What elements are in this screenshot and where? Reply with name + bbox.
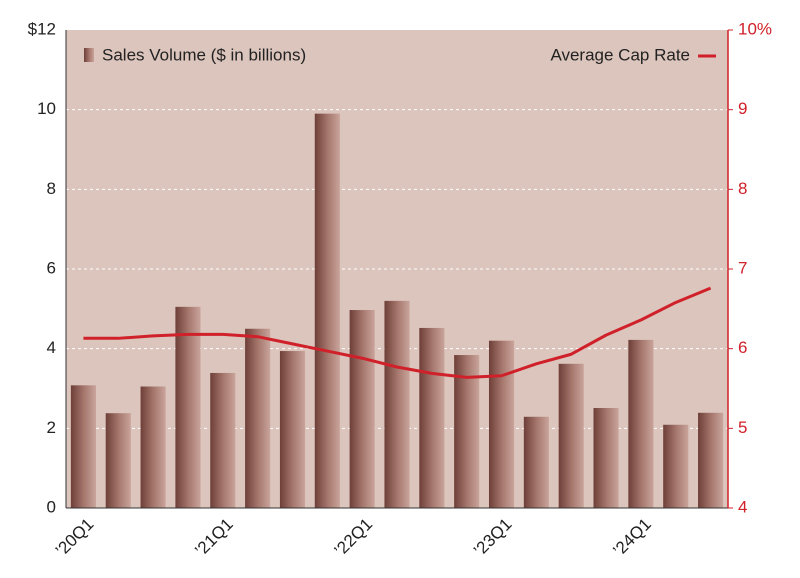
bar — [558, 363, 584, 508]
bar — [663, 424, 689, 508]
bar — [698, 412, 724, 508]
x-tick-label: ’23Q1 — [470, 515, 516, 561]
x-tick-label: ’24Q1 — [609, 515, 655, 561]
bar — [279, 351, 306, 508]
y-tick-label: 2 — [47, 418, 56, 437]
bar — [523, 416, 549, 508]
y2-tick-label: 10% — [738, 19, 772, 38]
x-tick-label: ’20Q1 — [52, 515, 98, 561]
bar — [210, 372, 236, 508]
y-tick-label: 4 — [47, 338, 56, 357]
bar — [488, 340, 515, 508]
y2-tick-label: 8 — [738, 179, 747, 198]
bar — [314, 113, 340, 509]
legend-label: Average Cap Rate — [550, 45, 690, 64]
bar — [628, 339, 654, 508]
x-tick-label: ’21Q1 — [191, 515, 237, 561]
y-tick-label: 0 — [47, 497, 56, 516]
bar — [140, 386, 166, 508]
y-tick-label: 10 — [37, 99, 56, 118]
line — [83, 286, 712, 379]
y-tick-label: $12 — [28, 19, 56, 38]
y2-tick-label: 6 — [738, 338, 747, 357]
bar — [175, 306, 201, 508]
y-tick-label: 8 — [47, 179, 56, 198]
y-tick-label: 6 — [47, 258, 56, 277]
bar — [454, 355, 480, 508]
bar — [349, 310, 375, 508]
bar — [105, 413, 131, 508]
bar — [419, 327, 445, 508]
y2-tick-label: 7 — [738, 258, 747, 277]
legend-label: Sales Volume ($ in billions) — [102, 45, 306, 64]
y2-tick-label: 5 — [738, 418, 747, 437]
y2-tick-label: 4 — [738, 497, 747, 516]
y2-tick-label: 9 — [738, 99, 747, 118]
bar — [384, 300, 410, 508]
bar — [70, 385, 96, 508]
legend-swatch — [84, 48, 94, 62]
x-tick-label: ’22Q1 — [331, 515, 377, 561]
bar — [245, 328, 271, 508]
bar — [593, 408, 619, 508]
